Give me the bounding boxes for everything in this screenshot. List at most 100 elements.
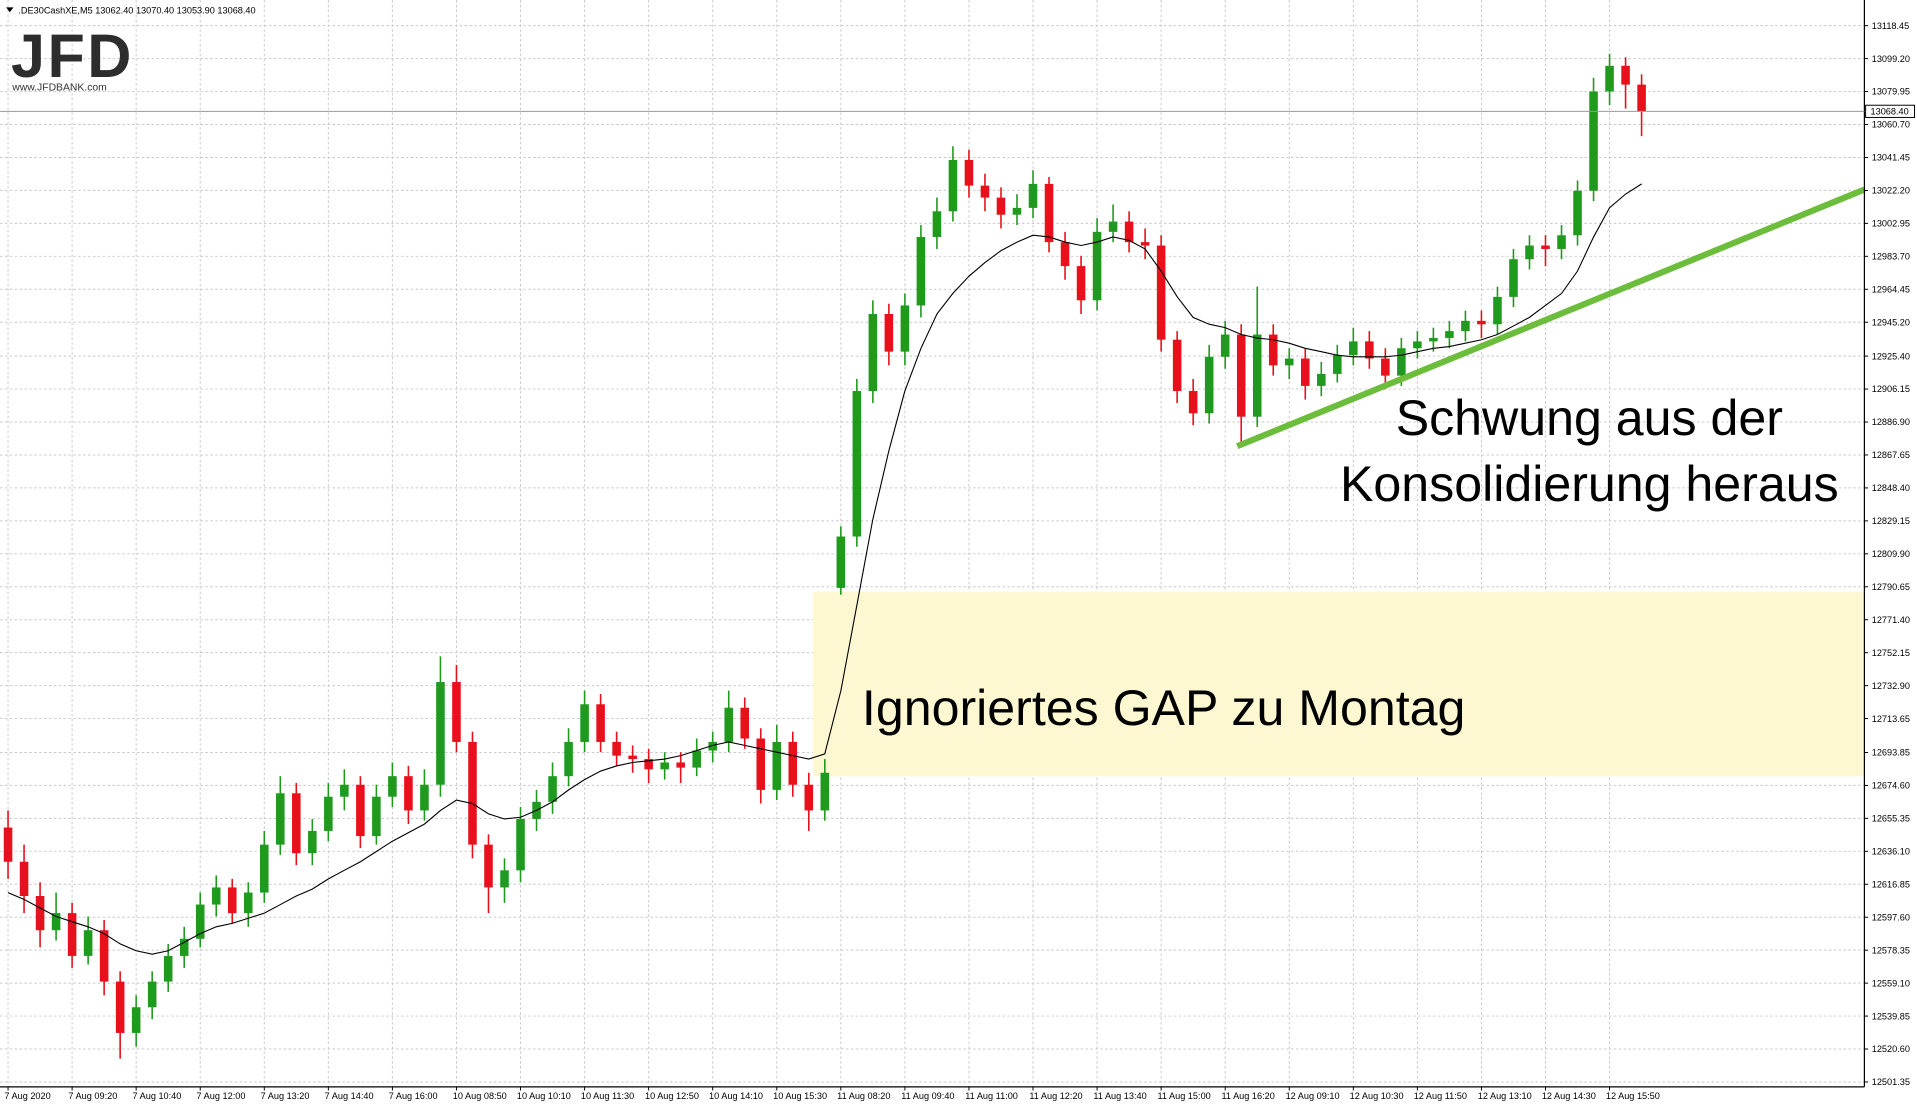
candle-body [756, 738, 766, 790]
candle-body [131, 1007, 141, 1033]
candle-body [1060, 242, 1070, 267]
annotation: Konsolidierung heraus [1340, 456, 1839, 512]
candle-body [724, 707, 734, 742]
candle-body [1493, 296, 1502, 325]
candle-body [1365, 341, 1374, 359]
candle-body [1349, 341, 1358, 356]
candle-body [1397, 348, 1406, 376]
y-tick-label: 12655.35 [1872, 814, 1910, 824]
y-tick-label: 12693.85 [1872, 748, 1910, 758]
candle-body [692, 750, 701, 768]
candle-body [147, 981, 157, 1008]
candle-body [820, 772, 830, 811]
candle-body [163, 955, 173, 982]
y-tick-label: 13022.20 [1872, 186, 1910, 196]
candle-body [916, 236, 926, 306]
candle-body [1317, 373, 1326, 386]
y-tick-label: 12520.60 [1872, 1044, 1910, 1054]
candle-body [676, 762, 685, 768]
y-tick-label: 12597.60 [1872, 912, 1910, 922]
candle-body [964, 159, 974, 186]
candle-body [564, 741, 573, 777]
candle-body [1429, 337, 1438, 342]
candle-body [1284, 358, 1294, 366]
candle-body [99, 930, 109, 982]
candle-body [308, 830, 317, 854]
candle-body [1172, 339, 1182, 392]
candle-body [1044, 183, 1054, 243]
candle-body [324, 796, 333, 831]
x-tick-label: 12 Aug 09:10 [1286, 1091, 1340, 1101]
x-tick-label: 11 Aug 13:40 [1093, 1091, 1146, 1101]
x-tick-label: 7 Aug 12:00 [197, 1091, 246, 1101]
candle-body [19, 861, 29, 896]
candle-body [660, 762, 669, 770]
candle-body [356, 784, 365, 837]
candle-body [292, 793, 301, 854]
x-tick-label: 7 Aug 13:20 [261, 1091, 310, 1101]
candle-body [3, 827, 13, 862]
candle-body [227, 887, 237, 914]
candle-body [1445, 331, 1454, 338]
x-tick-label: 12 Aug 14:30 [1542, 1091, 1596, 1101]
candle-body [1461, 320, 1470, 332]
x-tick-label: 10 Aug 12:50 [645, 1091, 699, 1101]
candle-body [1621, 65, 1630, 85]
y-tick-label: 12674.60 [1872, 781, 1910, 791]
candle-body [1252, 334, 1262, 417]
candle-body [932, 211, 942, 237]
candle-body [1589, 91, 1598, 191]
candle-body [1541, 245, 1550, 249]
candle-body [195, 904, 205, 939]
candle-body [1300, 358, 1310, 386]
candle-body [996, 197, 1006, 215]
candle-body [980, 185, 990, 198]
candle-body [1076, 266, 1086, 301]
candle-body [1637, 84, 1646, 112]
y-tick-label: 12886.90 [1872, 417, 1910, 427]
y-tick-label: 12771.40 [1872, 615, 1910, 625]
candle-body [852, 391, 862, 537]
candle-body [548, 776, 557, 802]
y-tick-label: 12867.65 [1872, 450, 1910, 460]
y-tick-label: 12983.70 [1872, 251, 1910, 261]
candle-body [179, 938, 189, 956]
candle-body [468, 741, 477, 845]
x-tick-label: 10 Aug 08:50 [453, 1091, 507, 1101]
candle-body [1188, 391, 1198, 414]
candle-body [83, 930, 93, 956]
y-tick-label: 12732.90 [1872, 681, 1910, 691]
menu-triangle [6, 7, 14, 13]
x-tick-label: 11 Aug 16:20 [1222, 1091, 1275, 1101]
y-tick-label: 12539.85 [1872, 1011, 1910, 1021]
candle-body [596, 704, 605, 742]
candle-body [804, 784, 814, 811]
candle-body [1220, 334, 1230, 357]
candle-body [276, 793, 285, 845]
y-tick-label: 13099.20 [1872, 54, 1910, 64]
y-tick-label: 13060.70 [1872, 120, 1910, 130]
candle-body [1605, 65, 1614, 92]
candle-body [772, 741, 782, 790]
plot [3, 53, 1646, 1059]
y-tick-label: 12964.45 [1872, 284, 1910, 294]
x-tick-label: 7 Aug 14:40 [325, 1091, 374, 1101]
x-tick-label: 11 Aug 08:20 [837, 1091, 890, 1101]
y-tick-label: 13079.95 [1872, 87, 1910, 97]
candle-body [1124, 221, 1134, 243]
x-tick-label: 12 Aug 15:50 [1606, 1091, 1660, 1101]
last-price-box [1865, 104, 1916, 118]
grid [0, 0, 1865, 1087]
candle-body [884, 314, 894, 352]
candle-body [612, 741, 621, 756]
header: .DE30CashXE,M5 13062.40 13070.40 13053.9… [18, 5, 255, 15]
x-tick-label: 10 Aug 11:30 [581, 1091, 634, 1101]
candle-body [500, 870, 509, 888]
candle-body [115, 981, 125, 1033]
candle-body [372, 796, 381, 837]
candle-body [340, 784, 349, 797]
candle-body [1108, 221, 1118, 232]
x-tick-label: 10 Aug 10:10 [517, 1091, 571, 1101]
candle-body [948, 159, 958, 212]
